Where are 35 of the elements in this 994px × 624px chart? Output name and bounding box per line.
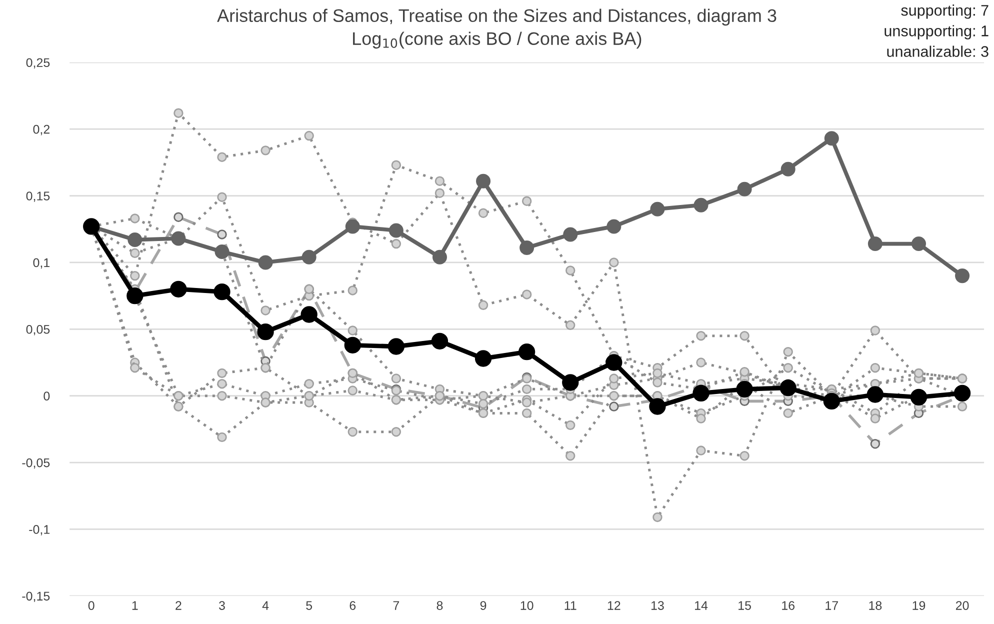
x-tick-label: 14 [695, 601, 708, 610]
x-tick-label: 3 [218, 601, 225, 610]
x-tick-label: 8 [436, 601, 443, 610]
x-tick-label: 12 [608, 601, 620, 610]
y-tick-label: 0 [44, 392, 50, 400]
y-tick-label: 0,2 [33, 124, 50, 136]
text: unanalizable: 3 [887, 46, 988, 57]
y-tick-label: 0,25 [26, 58, 50, 69]
y-tick-label: -0,05 [22, 458, 50, 469]
x-tick-label: 10 [520, 601, 534, 610]
x-tick-label: 2 [176, 601, 182, 610]
y-tick-label: -0,15 [22, 592, 50, 602]
x-tick-label: 15 [738, 601, 751, 610]
x-tick-label: 6 [350, 601, 356, 610]
x-tick-label: 19 [912, 601, 926, 610]
x-tick-label: 4 [262, 601, 269, 610]
x-tick-label: 5 [306, 601, 312, 610]
y-tick-label: -0,1 [29, 525, 50, 536]
text: supporting: 7 [901, 4, 988, 19]
x-tick-label: 0 [88, 601, 94, 610]
y-tick-label: 0,05 [26, 324, 50, 336]
y-tick-label: 0,15 [26, 192, 50, 202]
x-tick-label: 20 [956, 601, 969, 610]
x-tick-label: 18 [869, 601, 882, 610]
chart-subtitle: Log$_{10}$(cone axis BO / Cone axis BA) [353, 32, 642, 49]
x-tick-label: 16 [782, 601, 795, 610]
x-tick-label: 7 [393, 601, 400, 610]
chart-title: Aristarchus of Samos, Treatise on the Sizes and Distances, diagram 3 [217, 8, 776, 26]
x-tick-label: 13 [651, 601, 664, 610]
x-tick-label: 1 [132, 601, 138, 610]
x-tick-label: 11 [564, 601, 576, 610]
x-tick-label: 17 [826, 601, 838, 610]
y-tick-label: 0,1 [33, 258, 50, 269]
text: unsupporting: 1 [884, 25, 988, 40]
x-tick-label: 9 [480, 601, 486, 610]
